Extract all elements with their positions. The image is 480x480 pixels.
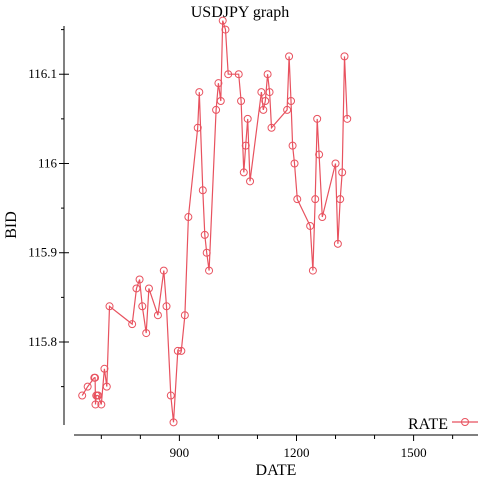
y-axis-ticks: 115.8 115.9 116 116.1 bbox=[28, 30, 69, 387]
x-axis-ticks: 900 1200 1500 bbox=[101, 435, 452, 460]
data-point bbox=[79, 392, 86, 399]
series-line bbox=[82, 21, 347, 423]
x-axis-label: DATE bbox=[256, 462, 297, 479]
legend-label: RATE bbox=[408, 416, 448, 433]
y-tick-label: 115.9 bbox=[28, 245, 57, 260]
y-tick-label: 115.8 bbox=[28, 334, 57, 349]
legend: RATE bbox=[408, 416, 478, 433]
y-tick-label: 116 bbox=[38, 155, 58, 170]
chart-title: USDJPY graph bbox=[191, 4, 290, 21]
y-tick-label: 116.1 bbox=[28, 66, 57, 81]
x-tick-label: 1200 bbox=[283, 445, 309, 460]
x-tick-label: 900 bbox=[170, 445, 190, 460]
y-axis-label: BID bbox=[3, 211, 20, 239]
x-tick-label: 1500 bbox=[401, 445, 427, 460]
plot-area bbox=[79, 17, 351, 426]
